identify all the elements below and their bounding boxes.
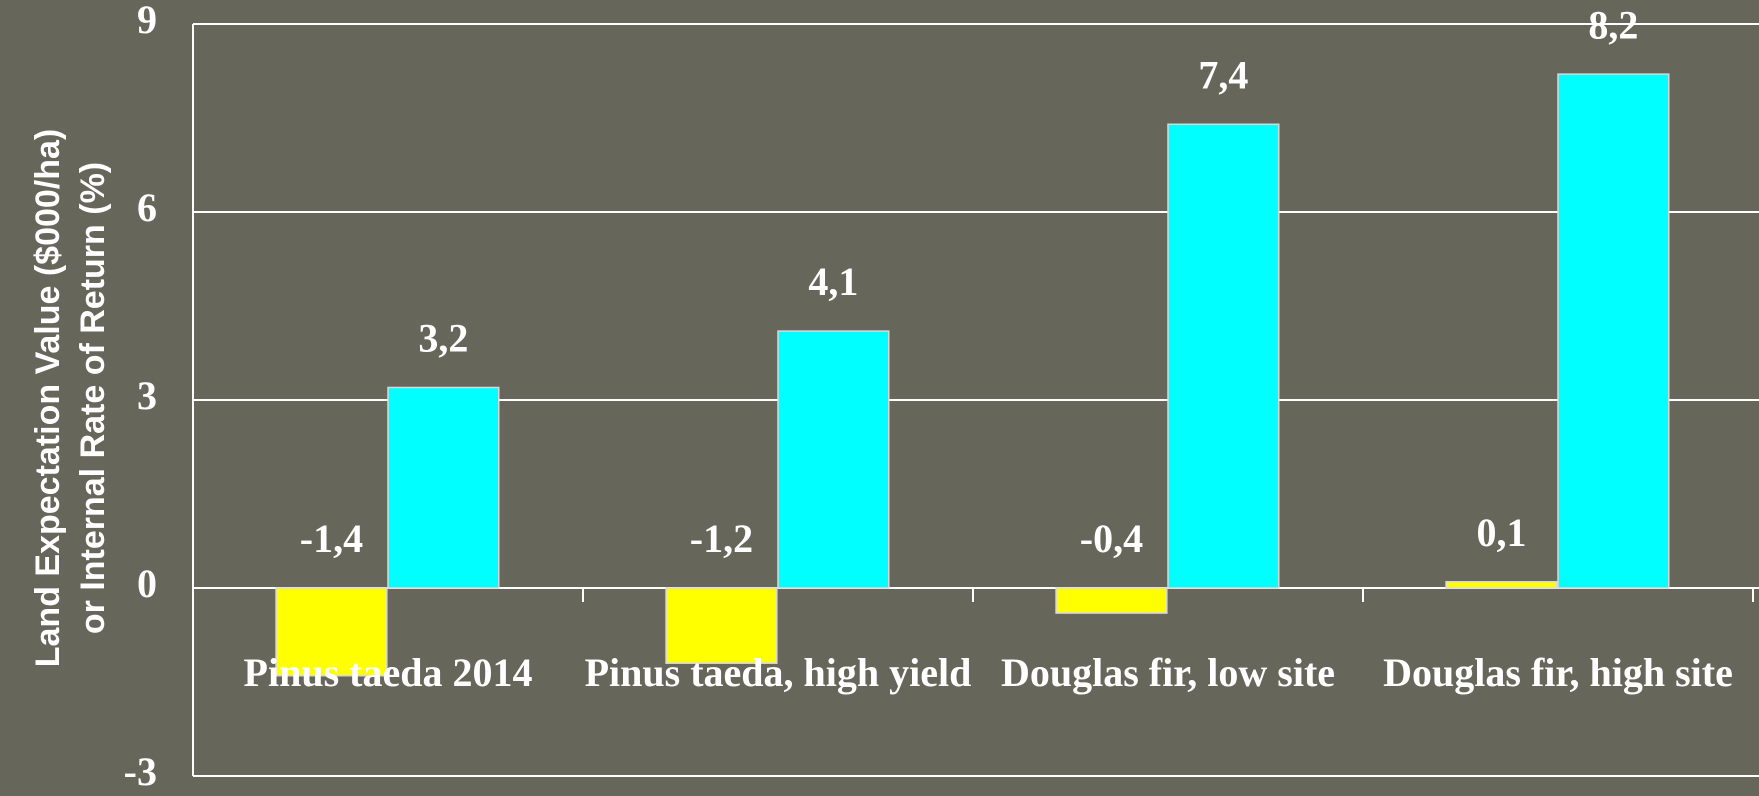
value-label: 3,2 [418,316,468,361]
value-label: 0,1 [1476,510,1526,555]
bar [665,587,778,664]
y-tick-label: 9 [137,0,157,42]
y-tick-label: 0 [137,561,157,606]
y-tick-label: 3 [137,373,157,418]
bar [777,330,890,589]
x-tick-label: Douglas fir, low site [1000,650,1336,695]
y-tick-label: -3 [124,749,157,794]
value-label: -0,4 [1080,516,1143,561]
value-label: 4,1 [808,259,858,304]
value-label: 8,2 [1588,2,1638,47]
x-tick-label: Pinus taeda, high yield [584,650,972,695]
bar [275,587,388,677]
y-axis-title: or Internal Rate of Return (%) [74,162,112,634]
value-label: 7,4 [1198,52,1248,97]
y-axis-title: Land Expectation Value ($000/ha) [29,129,67,668]
bar [1557,73,1670,589]
x-tick-label: Pinus taeda 2014 [243,650,533,695]
bar [1167,123,1280,589]
bar [387,386,500,589]
bar [1445,580,1558,589]
value-label: -1,2 [690,516,753,561]
y-tick-label: 6 [137,185,157,230]
value-label: -1,4 [300,516,363,561]
x-tick-label: Douglas fir, high site [1383,650,1733,695]
bar [1055,587,1168,614]
